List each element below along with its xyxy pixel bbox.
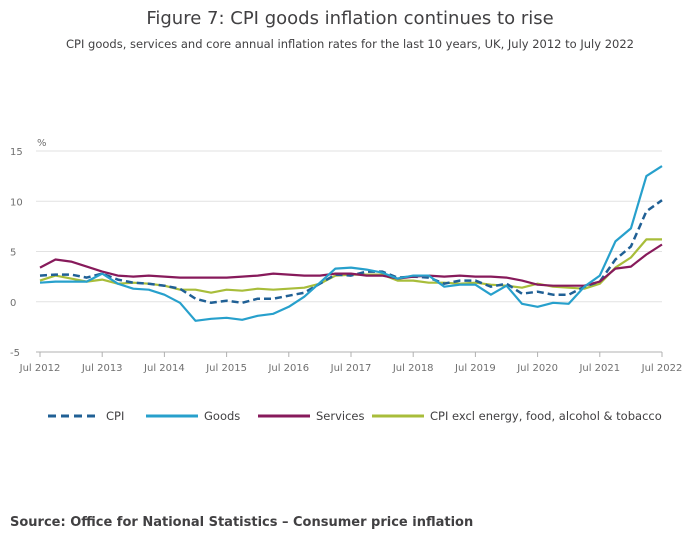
x-tick-label: Jul 2012 [19,363,61,374]
y-tick-label: 0 [10,298,16,309]
legend-label: Goods [204,409,240,423]
x-tick-label: Jul 2017 [330,363,372,374]
x-tick-label: Jul 2021 [578,363,620,374]
series-line [39,243,663,287]
x-tick-label: Jul 2013 [81,363,123,374]
y-axis-label: % [37,138,47,149]
x-tick-label: Jul 2016 [267,363,309,374]
legend-label: CPI [106,409,124,423]
y-tick-label: 5 [10,248,16,259]
legend-label: Services [316,409,365,423]
x-tick-label: Jul 2019 [454,363,496,374]
y-tick-label: 15 [10,147,23,158]
y-tick-label: 10 [10,197,23,208]
x-tick-label: Jul 2022 [641,363,683,374]
source: Source: Office for National Statistics –… [10,515,473,530]
x-tick-label: Jul 2020 [516,363,558,374]
x-tick-label: Jul 2014 [143,363,185,374]
y-tick-label: -5 [10,348,20,359]
series-line [39,165,663,322]
series-line [39,199,663,305]
chart-subtitle: CPI goods, services and core annual infl… [66,37,634,51]
x-tick-label: Jul 2018 [392,363,434,374]
legend-label: CPI excl energy, food, alcohol & tobacco [430,409,662,423]
chart-title: Figure 7: CPI goods inflation continues … [146,8,553,29]
x-tick-label: Jul 2015 [205,363,247,374]
